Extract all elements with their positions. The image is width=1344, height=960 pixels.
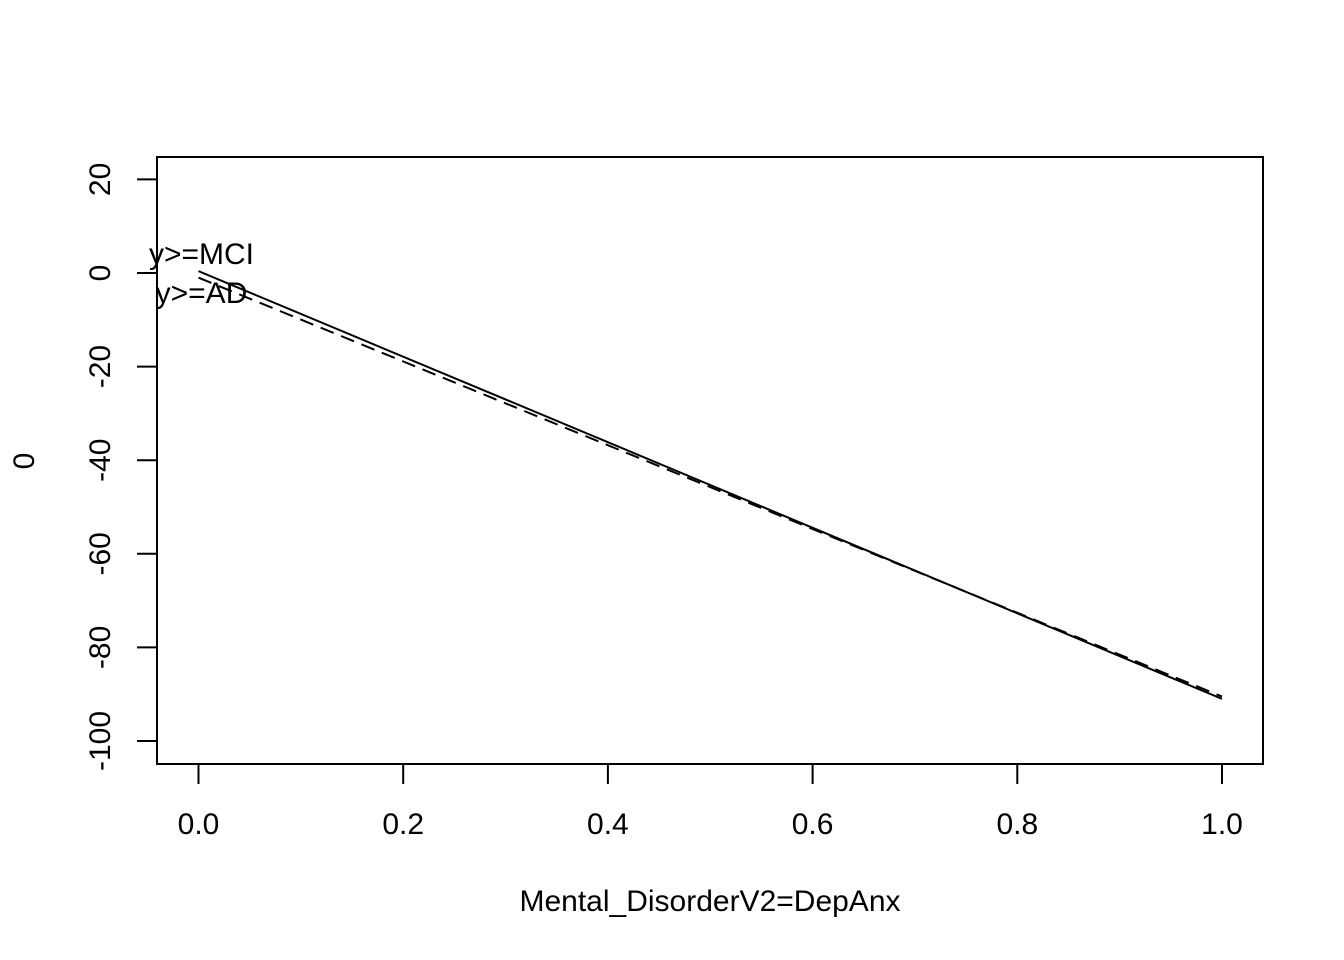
series-labels: y>=MCI y>=AD <box>149 238 254 310</box>
y-axis: 20 0 -20 -40 -60 -80 -100 <box>84 163 158 771</box>
series-line <box>198 276 1223 698</box>
x-tick-label: 0.8 <box>996 808 1038 841</box>
y-tick-label: -40 <box>84 439 117 482</box>
y-axis-label: 0 <box>8 453 41 470</box>
y-tick-label: 0 <box>84 265 117 282</box>
series-label: y>=AD <box>156 277 248 310</box>
x-tick-label: 0.0 <box>178 808 220 841</box>
x-tick-label: 0.6 <box>792 808 834 841</box>
plot-frame <box>156 156 1264 765</box>
x-tick-label: 0.4 <box>587 808 629 841</box>
y-tick-label: -80 <box>84 626 117 669</box>
series-label: y>=MCI <box>149 238 254 271</box>
x-axis: 0.0 0.2 0.4 0.6 0.8 1.0 <box>178 763 1243 841</box>
y-tick-label: 20 <box>84 163 117 196</box>
series-layer <box>198 270 1223 700</box>
x-axis-label: Mental_DisorderV2=DepAnx <box>519 885 900 918</box>
x-tick-label: 1.0 <box>1201 808 1243 841</box>
x-tick-label: 0.2 <box>382 808 424 841</box>
y-tick-label: -60 <box>84 532 117 575</box>
y-tick-label: -100 <box>84 711 117 771</box>
series-line <box>198 270 1223 700</box>
y-tick-label: -20 <box>84 345 117 388</box>
